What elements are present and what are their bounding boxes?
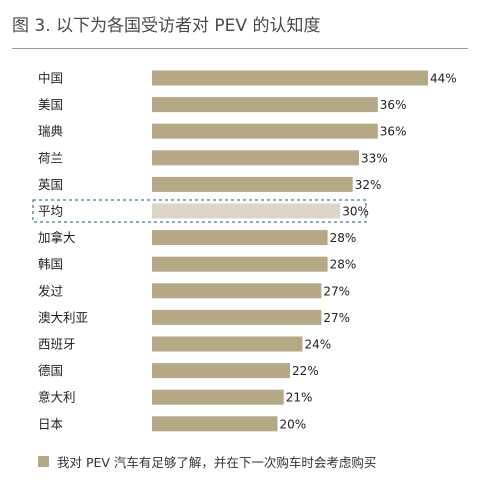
highlight-box <box>32 199 367 223</box>
category-label: 发过 <box>38 283 64 298</box>
bar <box>152 363 290 379</box>
chart-title: 图 3. 以下为各国受访者对 PEV 的认知度 <box>12 16 321 36</box>
title-divider <box>12 48 468 49</box>
data-label: 24% <box>305 338 332 352</box>
data-label: 27% <box>323 311 350 325</box>
category-label: 西班牙 <box>38 337 76 352</box>
category-label: 英国 <box>38 177 63 192</box>
bar <box>152 309 322 325</box>
legend: 我对 PEV 汽车有足够了解，并在下一次购车时会考虑购买 <box>38 452 376 471</box>
data-label: 36% <box>380 125 407 139</box>
data-label: 44% <box>430 72 457 86</box>
bar <box>152 176 353 192</box>
bar <box>152 150 359 166</box>
bar <box>152 336 303 352</box>
data-label: 22% <box>292 364 319 378</box>
data-label: 27% <box>323 284 350 298</box>
category-label: 澳大利亚 <box>38 310 88 325</box>
bar <box>152 123 378 139</box>
data-label: 28% <box>330 231 357 245</box>
category-label: 中国 <box>38 71 63 86</box>
legend-label: 我对 PEV 汽车有足够了解，并在下一次购车时会考虑购买 <box>57 455 377 470</box>
bar <box>152 283 322 299</box>
bar <box>152 389 284 405</box>
category-label: 德国 <box>38 363 63 378</box>
data-label: 33% <box>361 151 388 165</box>
bar <box>152 256 328 272</box>
data-label: 20% <box>280 417 307 431</box>
category-label: 意大利 <box>38 390 76 405</box>
category-label: 加拿大 <box>38 230 76 245</box>
category-label: 美国 <box>38 97 63 112</box>
bar <box>152 230 328 246</box>
data-label: 30% <box>342 205 369 219</box>
legend-swatch <box>38 456 49 467</box>
category-label: 瑞典 <box>38 124 63 139</box>
category-label: 韩国 <box>38 257 63 272</box>
category-label: 荷兰 <box>38 150 63 165</box>
data-label: 21% <box>286 391 313 405</box>
data-label: 28% <box>330 258 357 272</box>
bar <box>152 416 278 432</box>
bar <box>152 203 341 219</box>
data-label: 32% <box>355 178 382 192</box>
bar <box>152 70 428 86</box>
category-label: 平均 <box>38 204 63 219</box>
data-label: 36% <box>380 98 407 112</box>
category-label: 日本 <box>38 416 64 431</box>
bar <box>152 97 378 113</box>
